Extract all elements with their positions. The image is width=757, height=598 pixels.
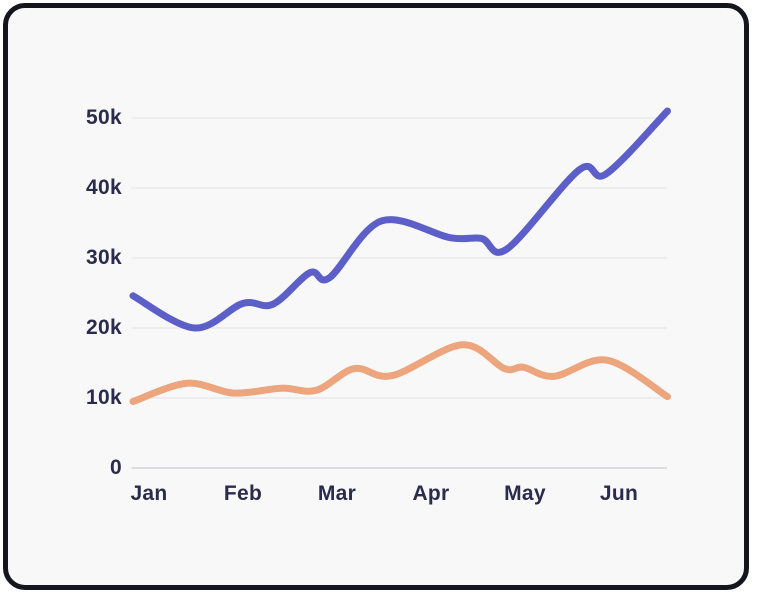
chart-plot-area xyxy=(129,107,671,469)
line-chart: 0 10k 20k 30k 40k 50k Jan Feb Mar Apr May Jun xyxy=(8,8,744,585)
y-tick-label: 30k xyxy=(86,246,122,269)
chart-card: 0 10k 20k 30k 40k 50k Jan Feb Mar Apr May Jun xyxy=(3,3,749,590)
y-tick-label: 10k xyxy=(86,386,122,409)
series-line-indigo xyxy=(129,107,671,332)
y-tick-label: 40k xyxy=(86,176,122,199)
series-line-salmon xyxy=(129,341,671,405)
x-tick-label: Mar xyxy=(317,482,357,505)
x-tick-label: Apr xyxy=(412,482,450,505)
y-tick-label: 50k xyxy=(86,106,122,129)
y-tick-label: 20k xyxy=(86,316,122,339)
x-tick-label: Feb xyxy=(223,482,263,505)
x-tick-label: Jun xyxy=(599,482,639,505)
y-tick-label: 0 xyxy=(110,456,122,479)
x-tick-label: Jan xyxy=(130,482,168,505)
x-tick-label: May xyxy=(504,482,546,505)
